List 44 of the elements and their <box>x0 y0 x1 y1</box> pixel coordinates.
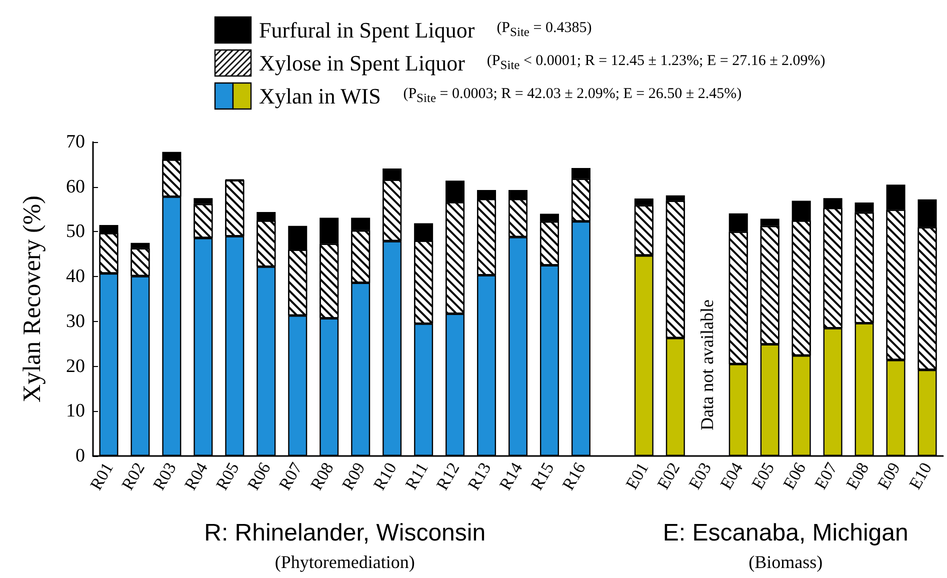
x-tick-label: R02 <box>118 459 148 494</box>
x-tick-label: R06 <box>244 459 274 494</box>
x-tick-label: E03 <box>684 459 716 492</box>
legend-label: Furfural in Spent Liquor <box>259 18 476 42</box>
x-tick-label: E09 <box>874 459 904 492</box>
x-tick-label: R08 <box>306 459 338 494</box>
x-tick-label: R15 <box>527 459 558 494</box>
x-tick-label: E06 <box>779 459 810 492</box>
legend-label: Xylan in WIS <box>259 84 381 108</box>
y-tick-label: 10 <box>66 400 85 422</box>
x-tick-label: E04 <box>716 458 747 492</box>
x-tick-label: E05 <box>748 459 778 492</box>
legend-label: Xylose in Spent Liquor <box>259 50 466 76</box>
x-tick-label: R12 <box>432 459 464 494</box>
x-tick-label: R13 <box>464 459 495 494</box>
y-tick-label: 50 <box>66 221 85 242</box>
annotation: Data not available <box>696 299 717 430</box>
x-tick-label: R04 <box>180 458 212 494</box>
text: (P$_{Site}$ = 0.4385) <box>496 19 592 41</box>
y-tick-label: 40 <box>66 266 85 288</box>
x-tick-label: R09 <box>338 459 369 494</box>
y-tick-label: 20 <box>66 356 85 377</box>
x-tick-label: R10 <box>370 459 400 494</box>
y-tick-label: 30 <box>66 310 85 332</box>
text: E: Escanaba, Michigan <box>662 520 908 546</box>
y-axis-title: Xylan Recovery (%) <box>19 196 46 402</box>
x-tick-label: E07 <box>810 459 842 492</box>
x-tick-label: R05 <box>212 459 243 494</box>
x-tick-label: R11 <box>401 459 432 493</box>
x-tick-label: R03 <box>149 459 180 494</box>
text: (P$_{Site}$ = 0.0003; R = 42.03 ± 2.09%; E = 26.50 ± 2.45%) <box>403 85 742 107</box>
y-tick-label: 0 <box>76 446 85 466</box>
text: R: Rhinelander, Wisconsin <box>204 520 486 546</box>
x-tick-label: E10 <box>905 459 936 492</box>
x-tick-label: R01 <box>86 459 117 494</box>
x-tick-label: R14 <box>496 458 526 494</box>
x-tick-label: E02 <box>654 459 684 492</box>
y-tick-label: 60 <box>66 176 85 198</box>
x-tick-label: E08 <box>842 459 873 492</box>
text: (Phytoremediation) <box>274 552 415 572</box>
text: (Biomass) <box>748 552 823 572</box>
y-tick-label: 70 <box>66 132 85 152</box>
x-tick-label: E01 <box>622 459 652 492</box>
text: (P$_{Site}$ < 0.0001; R = 12.45 ± 1.23%; E = 27.16 ± 2.09%) <box>486 52 826 74</box>
